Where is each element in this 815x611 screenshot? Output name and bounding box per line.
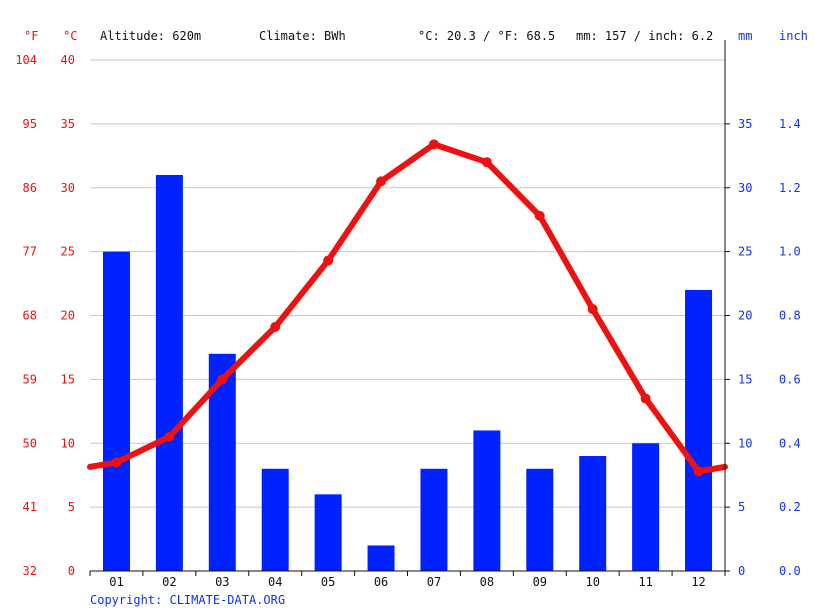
fahrenheit-tick-label: 68 [23,309,37,323]
month-label: 04 [268,575,282,589]
precipitation-bar [473,430,501,571]
fahrenheit-tick-label: 50 [23,436,37,450]
temperature-point [217,374,228,385]
mm-tick-label: 15 [738,372,752,386]
month-label: 03 [215,575,229,589]
precipitation-bar [526,468,554,571]
celsius-tick-label: 0 [68,564,75,578]
mm-tick-label: 5 [738,500,745,514]
temperature-point [428,139,439,150]
temperature-series-line [87,141,728,475]
inch-tick-label: 0.4 [779,436,801,450]
celsius-tick-label: 30 [61,181,75,195]
mm-tick-label: 0 [738,564,745,578]
month-label: 02 [162,575,176,589]
precipitation-bar [102,251,130,571]
temperature-point [376,176,387,187]
climate-label: Climate: BWh [259,29,346,43]
temperature-point [534,210,545,221]
fahrenheit-unit-label: °F [24,29,38,43]
inch-tick-label: 1.2 [779,181,801,195]
temperature-point [323,255,334,266]
precipitation-bars [102,174,713,571]
mm-tick-label: 35 [738,117,752,131]
temperature-point [111,457,122,468]
precipitation-bar [579,456,607,571]
precipitation-bar [420,468,448,571]
mm-tick-label: 25 [738,245,752,259]
celsius-tick-label: 5 [68,500,75,514]
average-temperature-label: °C: 20.3 / °F: 68.5 [418,29,555,43]
inch-tick-label: 0.2 [779,500,801,514]
copyright-text: Copyright: CLIMATE-DATA.ORG [90,593,285,607]
celsius-tick-label: 10 [61,436,75,450]
celsius-unit-label: °C [63,29,77,43]
month-label: 12 [691,575,705,589]
fahrenheit-tick-label: 77 [23,245,37,259]
fahrenheit-tick-label: 95 [23,117,37,131]
fahrenheit-tick-label: 41 [23,500,37,514]
temperature-point [164,431,175,442]
month-label: 07 [427,575,441,589]
mm-tick-label: 10 [738,436,752,450]
celsius-tick-label: 25 [61,245,75,259]
altitude-label: Altitude: 620m [100,29,201,43]
celsius-tick-label: 15 [61,372,75,386]
grid-lines [90,59,725,508]
month-label: 10 [585,575,599,589]
fahrenheit-tick-label: 104 [15,53,37,67]
month-label: 09 [533,575,547,589]
mm-tick-label: 20 [738,309,752,323]
precipitation-bar [314,494,342,571]
inch-unit-label: inch [779,29,808,43]
fahrenheit-tick-label: 59 [23,372,37,386]
temperature-point [693,466,704,477]
month-label: 06 [374,575,388,589]
fahrenheit-tick-label: 32 [23,564,37,578]
temperature-point [481,157,492,168]
celsius-tick-label: 20 [61,309,75,323]
inch-tick-label: 0.6 [779,372,801,386]
celsius-tick-label: 35 [61,117,75,131]
temperature-point [587,304,598,315]
temperature-line [87,139,728,477]
inch-tick-label: 1.0 [779,245,801,259]
precipitation-bar [367,545,395,571]
month-label: 01 [109,575,123,589]
inch-tick-label: 1.4 [779,117,801,131]
mm-tick-label: 30 [738,181,752,195]
annual-precipitation-label: mm: 157 / inch: 6.2 [576,29,713,43]
month-label: 08 [480,575,494,589]
month-label: 11 [638,575,652,589]
mm-unit-label: mm [738,29,752,43]
precipitation-bar [685,289,713,571]
temperature-point [640,393,651,404]
precipitation-bar [632,443,660,571]
inch-tick-label: 0.8 [779,309,801,323]
fahrenheit-tick-label: 86 [23,181,37,195]
precipitation-bar [155,174,183,571]
inch-tick-label: 0.0 [779,564,801,578]
precipitation-bar [261,468,289,571]
chart-axes [89,40,730,576]
temperature-point [270,321,281,332]
celsius-tick-label: 40 [61,53,75,67]
month-label: 05 [321,575,335,589]
